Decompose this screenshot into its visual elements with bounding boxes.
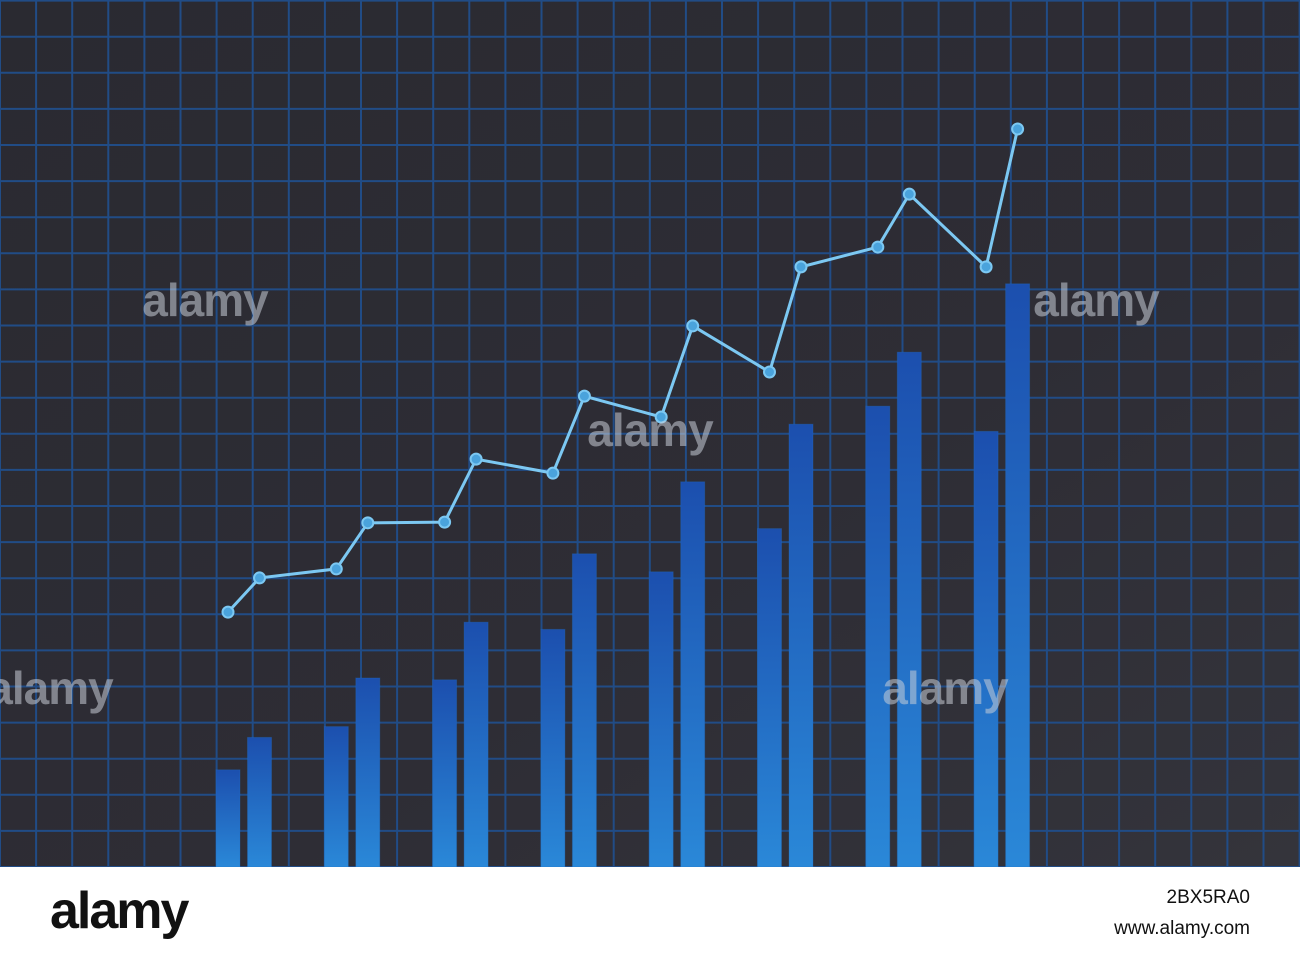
line-point [902, 187, 916, 201]
bar [571, 553, 597, 868]
line-point [546, 466, 560, 480]
image-id: 2BX5RA0 [1167, 887, 1250, 908]
bar [355, 677, 381, 868]
bar [1005, 283, 1031, 868]
bar [215, 769, 241, 868]
watermark: alamy [1033, 274, 1160, 326]
watermark: alamy [0, 662, 114, 714]
bar [247, 736, 272, 868]
line-point [763, 365, 776, 379]
bar [757, 528, 782, 868]
line-point [469, 452, 483, 466]
footer [0, 867, 1300, 957]
line [226, 128, 1020, 614]
line-point [221, 605, 235, 619]
site-url: www.alamy.com [1113, 918, 1250, 939]
bar [680, 481, 706, 868]
watermark: alamy [142, 274, 269, 326]
line-point [329, 562, 343, 576]
line-point [577, 389, 591, 403]
line-point [979, 260, 993, 274]
line-point [654, 410, 668, 424]
bar [973, 430, 999, 868]
watermark: alamy [882, 662, 1009, 714]
plot [215, 122, 1031, 868]
line-point [794, 260, 808, 274]
line-point [438, 515, 452, 529]
line-point [361, 516, 375, 530]
bar [896, 351, 922, 868]
bar [865, 405, 891, 868]
line-point [1011, 122, 1025, 136]
bar [432, 679, 458, 868]
line-point [253, 571, 266, 585]
watermark: alamy [587, 404, 714, 456]
line-point [871, 240, 885, 254]
footer-logo: alamy [50, 882, 190, 940]
line-point [686, 319, 700, 333]
bar [788, 423, 814, 868]
bar [323, 726, 349, 868]
bar [463, 621, 489, 868]
bar [540, 628, 566, 868]
bar [648, 571, 674, 868]
